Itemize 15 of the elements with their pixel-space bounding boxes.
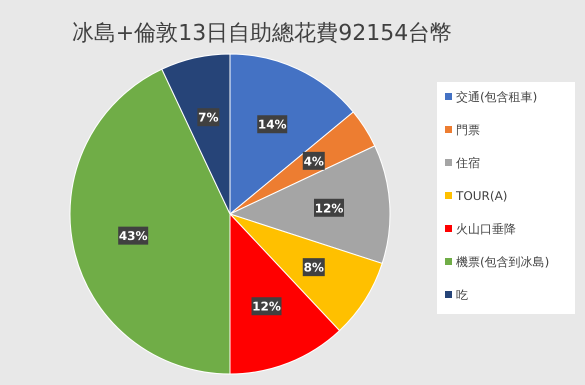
legend-label: 交通(包含租車) xyxy=(456,90,538,104)
legend-label: 吃 xyxy=(456,288,468,302)
legend-label: 火山口垂降 xyxy=(456,222,516,236)
data-label: 8% xyxy=(304,260,324,275)
chart-title: 冰島+倫敦13日自助總花費92154台幣 xyxy=(72,21,452,46)
data-label: 12% xyxy=(252,300,281,314)
data-label: 43% xyxy=(118,229,148,244)
data-label: 7% xyxy=(198,110,219,125)
legend-label: 門票 xyxy=(456,123,480,137)
legend-label: 機票(包含到冰島) xyxy=(456,255,550,269)
data-label: 12% xyxy=(314,201,344,216)
legend-label: TOUR(A) xyxy=(455,189,508,203)
legend-label: 住宿 xyxy=(455,156,480,170)
data-label: 4% xyxy=(304,154,324,168)
data-label: 14% xyxy=(258,118,287,132)
